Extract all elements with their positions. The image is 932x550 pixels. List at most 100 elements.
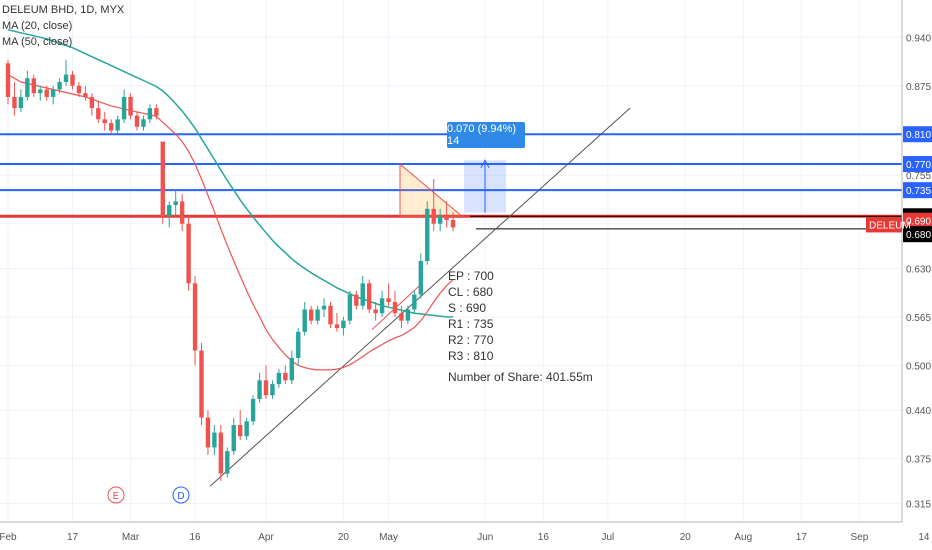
y-tick-label: 0.630	[906, 264, 931, 275]
support-level: S : 690	[448, 301, 487, 315]
candle-body	[244, 421, 249, 437]
candle-body	[212, 432, 217, 448]
price-tag-label: 0.680	[906, 230, 931, 241]
ma20-legend[interactable]: MA (20, close)	[2, 20, 73, 32]
ma20-line	[7, 74, 454, 371]
candle-body	[160, 141, 165, 217]
candle-body	[18, 96, 24, 109]
candle-body	[250, 398, 256, 422]
candle-body	[315, 309, 320, 321]
candle-body	[444, 216, 449, 220]
price-tag-label: 0.690	[906, 217, 931, 228]
candle-body	[321, 305, 327, 310]
resistance-1-level: R1 : 735	[448, 317, 494, 331]
ma50-line	[7, 29, 454, 318]
candle-body	[25, 78, 30, 97]
moving-averages	[7, 29, 454, 371]
level-tag-label: 0.810	[906, 130, 931, 141]
candle-body	[44, 89, 49, 97]
candle-body	[70, 74, 75, 86]
y-axis-bg	[902, 0, 932, 550]
x-tick-label: 16	[189, 532, 201, 543]
y-tick-label: 0.940	[906, 33, 931, 44]
resistance-3-level: R3 : 810	[448, 349, 494, 363]
x-tick-label: 14	[918, 532, 930, 543]
candle-body	[12, 96, 17, 109]
candle-body	[231, 425, 236, 452]
candle-body	[63, 74, 69, 83]
x-tick-label: 20	[680, 532, 692, 543]
pennant-triangle	[399, 162, 464, 217]
candle-body	[238, 425, 243, 437]
candles	[5, 59, 456, 481]
candle-body	[308, 309, 314, 321]
candle-body	[418, 261, 423, 295]
y-tick-label: 0.440	[906, 406, 931, 417]
candle-body	[334, 324, 340, 329]
symbol-tag-label: DELEUM	[869, 220, 911, 231]
measure-arrow-head	[480, 159, 490, 169]
x-tick-label: 17	[796, 532, 808, 543]
candle-body	[38, 89, 43, 94]
x-tick-label: 20	[338, 532, 350, 543]
candle-body	[192, 283, 198, 351]
candle-body	[173, 201, 178, 206]
entry-level: EP : 700	[448, 269, 494, 283]
x-tick-label: Apr	[258, 532, 274, 543]
x-tick-label: 17	[67, 532, 79, 543]
level-tag-bg	[903, 182, 932, 199]
candle-body	[360, 283, 365, 306]
candle-body	[263, 380, 269, 396]
candle-body	[205, 417, 211, 448]
trade-levels: EP : 700 CL : 680 S : 690 R1 : 735 R2 : …	[448, 268, 494, 364]
candle-body	[347, 294, 353, 321]
candle-body	[283, 372, 288, 381]
chart-legend: DELEUM BHD, 1D, MYX MA (20, close) MA (5…	[2, 2, 124, 50]
x-tick-label: Jul	[601, 532, 614, 543]
candle-body	[450, 219, 456, 228]
candle-body	[199, 350, 204, 418]
price-range-measure-label[interactable]: 0.070 (9.94%) 14	[447, 122, 525, 148]
y-tick-label: 0.375	[906, 455, 931, 466]
candle-body	[379, 298, 385, 314]
candle-body	[115, 119, 120, 131]
candle-body	[76, 85, 82, 94]
candle-body	[121, 96, 127, 120]
x-tick-label: Aug	[734, 532, 752, 543]
x-tick-label: May	[379, 532, 398, 543]
candle-body	[328, 305, 333, 325]
x-tick-label: Sep	[851, 532, 869, 543]
candle-body	[141, 119, 146, 127]
ma50-legend[interactable]: MA (50, close)	[2, 36, 73, 48]
candle-body	[179, 201, 185, 224]
x-tick-label: Feb	[0, 532, 17, 543]
candle-body	[373, 309, 378, 314]
candle-body	[218, 432, 224, 474]
candle-body	[289, 357, 294, 381]
candle-body	[437, 216, 443, 224]
candle-body	[167, 205, 172, 217]
candle-body	[302, 309, 307, 332]
candle-body	[276, 372, 282, 385]
x-tick-label: Jun	[477, 532, 493, 543]
candle-body	[392, 302, 398, 314]
y-tick-label: 0.565	[906, 313, 931, 324]
candle-body	[83, 93, 88, 97]
candle-body	[431, 208, 436, 224]
candle-body	[367, 283, 372, 310]
x-tick-label: Mar	[122, 532, 140, 543]
y-axis: 0.315 0.375 0.440 0.500 0.565 0.630 0.690 0.755…	[901, 0, 932, 550]
y-tick-label: 0.500	[906, 361, 931, 372]
y-tick-label: 0.875	[906, 82, 931, 93]
event-marker-e-label: E	[113, 491, 120, 502]
candle-body	[386, 298, 391, 303]
candle-body	[154, 108, 159, 116]
candle-body	[186, 223, 191, 284]
candle-body	[102, 119, 107, 124]
candle-body	[399, 313, 404, 321]
candle-body	[296, 331, 301, 358]
candle-body	[412, 294, 417, 310]
event-marker-d	[172, 486, 190, 504]
